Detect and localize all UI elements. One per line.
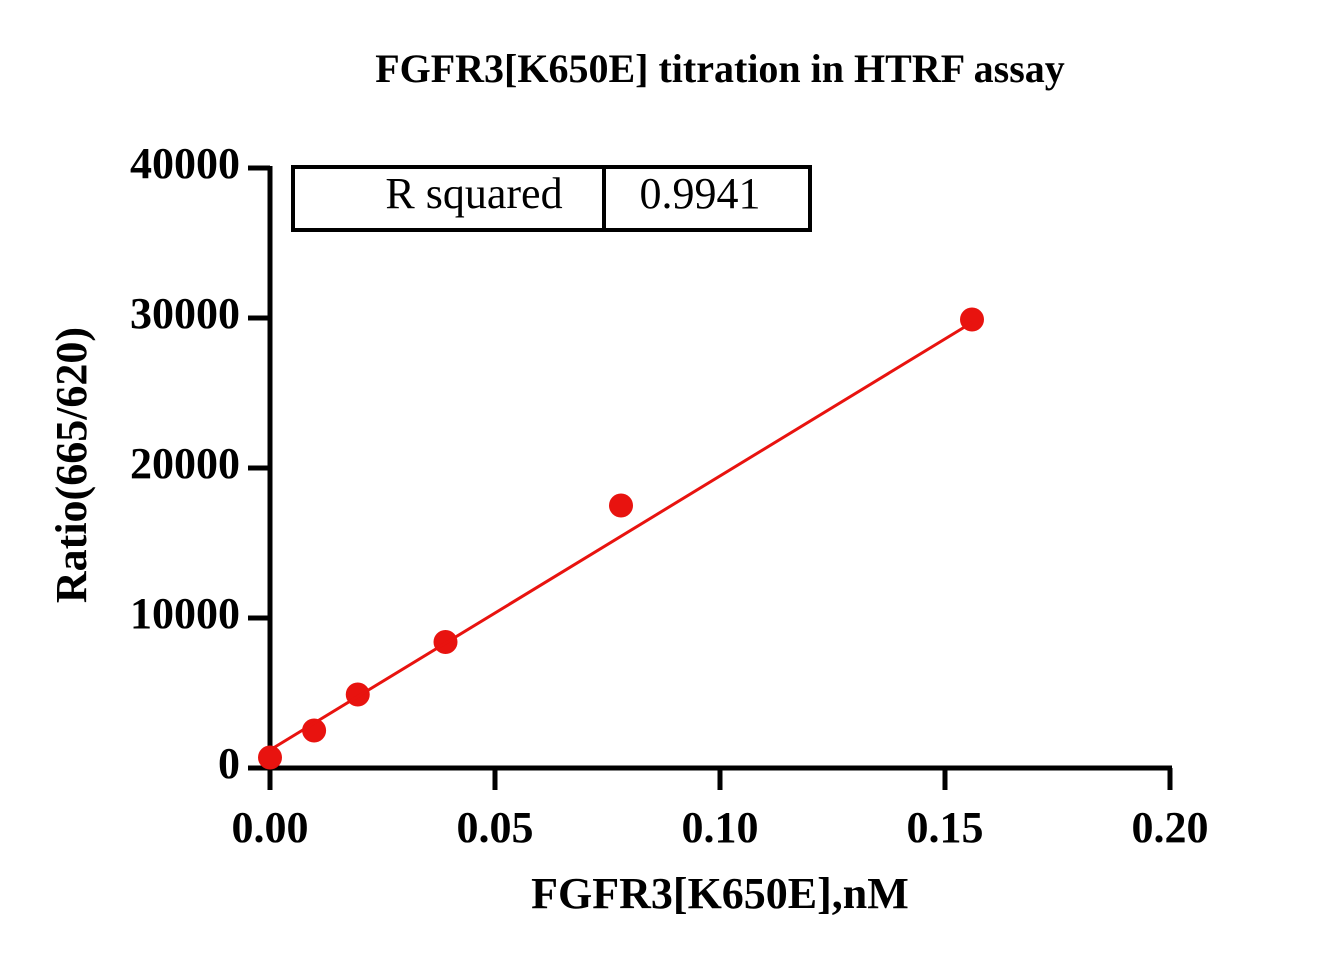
x-axis-label: FGFR3[K650E],nM — [531, 869, 909, 918]
stats-value: 0.9941 — [640, 169, 761, 218]
data-point — [302, 718, 327, 743]
x-tick-label: 0.20 — [1132, 803, 1209, 852]
y-axis-label: Ratio(665/620) — [47, 327, 96, 603]
y-tick-label: 40000 — [130, 139, 240, 188]
y-tick-label: 20000 — [130, 439, 240, 488]
chart-title: FGFR3[K650E] titration in HTRF assay — [375, 46, 1065, 91]
x-tick-label: 0.05 — [457, 803, 534, 852]
x-tick-label: 0.00 — [232, 803, 309, 852]
fit-line — [269, 321, 973, 752]
stats-label: R squared — [385, 169, 562, 218]
x-tick-label: 0.10 — [682, 803, 759, 852]
x-tick-label: 0.15 — [907, 803, 984, 852]
data-point — [609, 493, 633, 518]
data-point — [258, 745, 282, 770]
y-tick-label: 0 — [218, 739, 240, 788]
stats-box — [291, 165, 812, 232]
y-tick-label: 30000 — [130, 289, 240, 338]
y-tick-label: 10000 — [130, 589, 240, 638]
